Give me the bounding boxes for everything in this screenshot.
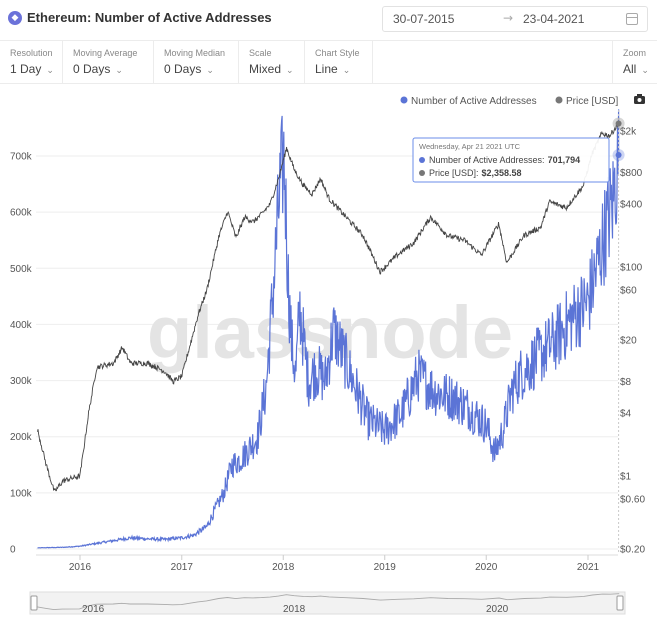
legend-dot-price	[555, 96, 563, 104]
x-axis: 2016 2017 2018 2019 2020 2021	[36, 554, 618, 573]
chart-style-dropdown[interactable]: Chart Style Line ⌄	[305, 41, 373, 83]
series-line-active-addresses[interactable]	[37, 109, 620, 549]
left-tick-label: 400k	[10, 320, 33, 331]
chart-style-value[interactable]: Line ⌄	[315, 62, 351, 76]
chart-controls: Resolution 1 Day ⌄ Moving Average 0 Days ⌄…	[0, 40, 657, 84]
chart-legend: Number of Active Addresses Price [USD]	[400, 94, 645, 107]
resolution-value[interactable]: 1 Day ⌄	[10, 62, 54, 76]
date-from-input[interactable]: 30-07-2015	[393, 12, 455, 26]
chevron-down-icon: ⌄	[206, 66, 214, 76]
chevron-down-icon: ⌄	[342, 66, 351, 76]
x-tick-label: 2018	[272, 562, 295, 573]
date-range-picker[interactable]: 30-07-2015 → 23-04-2021	[382, 6, 648, 32]
right-tick-label: $2k	[620, 127, 637, 138]
right-tick-label: $100	[620, 262, 643, 273]
tooltip-dot-addresses	[419, 157, 425, 163]
left-tick-label: 200k	[10, 432, 33, 443]
left-tick-label: 700k	[10, 152, 33, 163]
chevron-down-icon: ⌄	[46, 66, 54, 76]
legend-label-price[interactable]: Price [USD]	[566, 96, 618, 107]
tooltip-dot-price	[419, 170, 425, 176]
moving-average-label: Moving Average	[73, 48, 138, 58]
right-tick-label: $1	[620, 471, 632, 482]
x-tick-label: 2017	[171, 562, 194, 573]
highlight-markers	[612, 110, 625, 552]
tooltip-addresses-row: Number of Active Addresses: 701,794	[429, 155, 580, 165]
moving-median-value[interactable]: 0 Days ⌄	[164, 62, 214, 76]
x-tick-label: 2016	[69, 562, 92, 573]
navigator-series	[36, 593, 620, 611]
calendar-icon[interactable]	[626, 13, 638, 25]
right-tick-label: $60	[620, 286, 637, 297]
moving-average-dropdown[interactable]: Moving Average 0 Days ⌄	[63, 41, 154, 83]
legend-label-addresses[interactable]: Number of Active Addresses	[411, 96, 537, 107]
right-tick-label: $400	[620, 200, 643, 211]
tooltip-price-label: Price [USD]:	[429, 168, 479, 178]
left-tick-label: 600k	[10, 208, 33, 219]
x-tick-label: 2020	[475, 562, 498, 573]
highlight-marker-price	[615, 120, 622, 127]
navigator-label-2020: 2020	[486, 604, 509, 615]
moving-average-value[interactable]: 0 Days ⌄	[73, 62, 123, 76]
navigator-track[interactable]	[29, 591, 626, 615]
left-tick-label: 0	[10, 545, 16, 556]
series-layer	[37, 109, 620, 549]
arrow-right-icon: →	[503, 11, 514, 25]
ethereum-icon: ◆	[8, 11, 22, 25]
chart-style-label: Chart Style	[315, 48, 360, 58]
left-tick-label: 300k	[10, 376, 33, 387]
navigator-handle-left[interactable]	[30, 595, 38, 611]
range-navigator[interactable]: 2016 2018 2020	[29, 591, 626, 615]
left-tick-label: 500k	[10, 264, 33, 275]
right-tick-label: $0.20	[620, 545, 645, 556]
right-tick-label: $20	[620, 336, 637, 347]
date-to-input[interactable]: 23-04-2021	[523, 12, 585, 26]
tooltip-price-row: Price [USD]: $2,358.58	[429, 168, 522, 178]
x-tick-label: 2019	[374, 562, 397, 573]
camera-icon[interactable]	[634, 94, 645, 104]
right-axis: $0.20 $0.60 $1 $4 $8 $20 $60 $100 $400 $800 $2k	[620, 127, 645, 556]
right-tick-label: $4	[620, 409, 632, 420]
scale-label: Scale	[249, 48, 272, 58]
chevron-down-icon: ⌄	[286, 66, 294, 76]
legend-dot-addresses	[400, 96, 408, 104]
moving-median-dropdown[interactable]: Moving Median 0 Days ⌄	[154, 41, 239, 83]
navigator-handle-right[interactable]	[616, 595, 624, 611]
tooltip-addresses-value: 701,794	[548, 155, 581, 165]
tooltip: Wednesday, Apr 21 2021 UTC Number of Act…	[412, 137, 610, 183]
zoom-value[interactable]: All ⌄	[623, 62, 649, 76]
chart-header: ◆ Ethereum: Number of Active Addresses 3…	[0, 0, 657, 40]
chevron-down-icon: ⌄	[115, 66, 123, 76]
navigator-label-2018: 2018	[283, 604, 306, 615]
left-axis: 0 100k 200k 300k 400k 500k 600k 700k	[10, 152, 33, 556]
moving-median-label: Moving Median	[164, 48, 226, 58]
scale-dropdown[interactable]: Scale Mixed ⌄	[239, 41, 305, 83]
left-tick-label: 100k	[10, 488, 33, 499]
zoom-label: Zoom	[623, 48, 647, 58]
right-tick-label: $8	[620, 377, 632, 388]
series-line-price[interactable]	[37, 123, 620, 492]
x-tick-label: 2021	[577, 562, 600, 573]
page-title: Ethereum: Number of Active Addresses	[27, 10, 272, 25]
tooltip-price-value: $2,358.58	[482, 168, 522, 178]
right-tick-label: $800	[620, 168, 643, 179]
tooltip-date: Wednesday, Apr 21 2021 UTC	[419, 142, 521, 151]
scale-value[interactable]: Mixed ⌄	[249, 62, 294, 76]
right-tick-label: $0.60	[620, 495, 645, 506]
navigator-label-2016: 2016	[82, 604, 105, 615]
resolution-dropdown[interactable]: Resolution 1 Day ⌄	[0, 41, 63, 83]
tooltip-box	[412, 137, 610, 183]
tooltip-addresses-label: Number of Active Addresses:	[429, 155, 545, 165]
resolution-label: Resolution	[10, 48, 53, 58]
highlight-marker-addresses	[615, 151, 622, 158]
zoom-dropdown[interactable]: Zoom All ⌄	[612, 41, 657, 83]
chevron-down-icon: ⌄	[641, 66, 649, 76]
